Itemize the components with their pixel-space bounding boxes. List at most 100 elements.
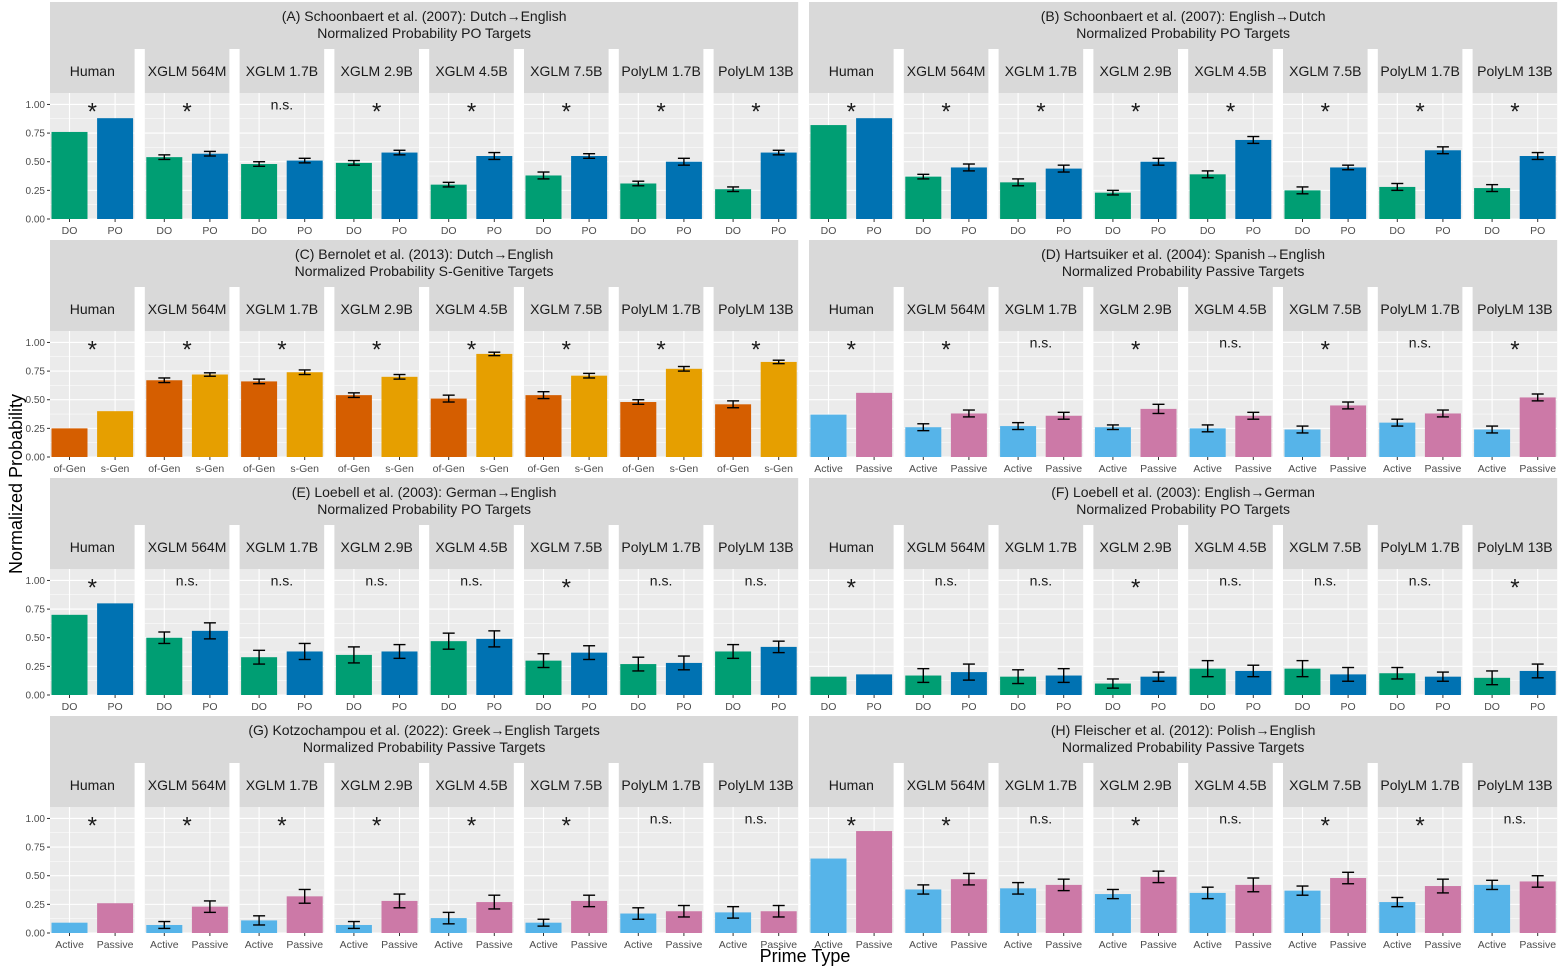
significance-label: * bbox=[941, 98, 950, 125]
bar-PO bbox=[1330, 674, 1367, 695]
facet-strip bbox=[429, 287, 514, 331]
bar-DO bbox=[525, 175, 562, 219]
facet-background bbox=[998, 569, 1084, 695]
facet-label: XGLM 564M bbox=[148, 63, 227, 79]
x-tick-label: Passive bbox=[951, 463, 988, 475]
bar-PO bbox=[191, 153, 228, 219]
facet-strip bbox=[524, 49, 609, 93]
bar-DO bbox=[1474, 188, 1511, 219]
bar-s-Gen bbox=[665, 368, 702, 457]
facet-label: XGLM 1.7B bbox=[246, 777, 318, 793]
panel-C: (C) Bernolet et al. (2013): Dutch→Englis… bbox=[26, 240, 799, 475]
x-tick-label: PO bbox=[771, 701, 786, 713]
bar-Passive bbox=[1330, 878, 1367, 933]
bar-Passive bbox=[97, 903, 134, 933]
title-strip bbox=[50, 240, 799, 287]
significance-label: * bbox=[941, 336, 950, 363]
facet-label: XGLM 4.5B bbox=[1194, 539, 1266, 555]
x-tick-label: Active bbox=[434, 939, 463, 951]
x-tick-label: Passive bbox=[951, 939, 988, 951]
facet-strip bbox=[334, 763, 419, 807]
panel-title: (C) Bernolet et al. (2013): Dutch→Englis… bbox=[295, 246, 553, 262]
x-tick-label: Active bbox=[1099, 939, 1128, 951]
facet-strip bbox=[1283, 49, 1368, 93]
x-tick-label: of-Gen bbox=[338, 463, 370, 475]
bar-of-Gen bbox=[146, 380, 183, 457]
bar-DO bbox=[241, 164, 278, 219]
bar-of-Gen bbox=[525, 395, 562, 457]
significance-label: n.s. bbox=[1409, 334, 1432, 350]
x-tick-label: PO bbox=[108, 225, 123, 237]
bar-Active bbox=[810, 858, 847, 933]
facet-label: XGLM 564M bbox=[907, 63, 986, 79]
bar-Active bbox=[1474, 429, 1511, 457]
significance-label: n.s. bbox=[1219, 334, 1242, 350]
x-tick-label: Active bbox=[1099, 463, 1128, 475]
bar-Active bbox=[1094, 427, 1131, 457]
facet: Human DO PO * bbox=[809, 49, 894, 237]
y-tick-label: 1.00 bbox=[26, 100, 46, 111]
x-tick-label: PO bbox=[1151, 701, 1166, 713]
facet: XGLM 1.7B DO PO * bbox=[998, 49, 1084, 237]
x-tick-label: of-Gen bbox=[243, 463, 275, 475]
significance-label: * bbox=[1510, 336, 1519, 363]
x-tick-label: DO bbox=[441, 701, 457, 713]
facet-label: XGLM 2.9B bbox=[1100, 301, 1172, 317]
facet-label: PolyLM 1.7B bbox=[621, 777, 700, 793]
facet-label: XGLM 4.5B bbox=[435, 777, 507, 793]
bar-Active bbox=[810, 414, 847, 457]
facet-strip bbox=[1283, 525, 1368, 569]
bar-Passive bbox=[1424, 413, 1461, 457]
bar-PO bbox=[1519, 156, 1556, 219]
significance-label: * bbox=[372, 336, 381, 363]
facet-label: XGLM 4.5B bbox=[435, 301, 507, 317]
significance-label: * bbox=[88, 336, 97, 363]
bar-PO bbox=[476, 638, 513, 695]
significance-label: * bbox=[1321, 336, 1330, 363]
x-tick-label: DO bbox=[62, 225, 78, 237]
x-tick-label: Passive bbox=[856, 939, 893, 951]
facet-label: XGLM 564M bbox=[148, 301, 227, 317]
facet-label: XGLM 7.5B bbox=[1289, 777, 1361, 793]
facet: PolyLM 13B DO PO * bbox=[713, 49, 799, 237]
x-tick-label: Passive bbox=[760, 939, 797, 951]
x-tick-label: Active bbox=[55, 939, 84, 951]
significance-label: n.s. bbox=[1504, 810, 1527, 826]
title-strip bbox=[809, 2, 1558, 49]
facet-label: XGLM 2.9B bbox=[341, 301, 413, 317]
facet-label: XGLM 1.7B bbox=[1005, 301, 1077, 317]
facet: XGLM 564M DO PO n.s. bbox=[903, 525, 989, 713]
x-tick-label: Active bbox=[1478, 463, 1507, 475]
x-tick-label: DO bbox=[251, 225, 267, 237]
bar-Passive bbox=[1140, 876, 1177, 933]
facet-strip bbox=[618, 525, 704, 569]
x-tick-label: of-Gen bbox=[148, 463, 180, 475]
x-tick-label: DO bbox=[156, 701, 172, 713]
bar-Active bbox=[1379, 422, 1416, 457]
bar-Active bbox=[1474, 884, 1511, 933]
bar-Active bbox=[1094, 894, 1131, 933]
bar-Active bbox=[51, 922, 88, 933]
significance-label: n.s. bbox=[650, 572, 673, 588]
x-tick-label: DO bbox=[1389, 701, 1405, 713]
significance-label: * bbox=[1131, 98, 1140, 125]
facet: XGLM 564M Active Passive * bbox=[903, 763, 989, 951]
facet-label: XGLM 4.5B bbox=[1194, 777, 1266, 793]
facet: XGLM 7.5B DO PO * bbox=[524, 49, 609, 237]
bar-PO bbox=[1235, 139, 1272, 219]
bar-PO bbox=[856, 118, 893, 219]
x-tick-label: Passive bbox=[192, 939, 229, 951]
bar-PO bbox=[1045, 168, 1082, 219]
significance-label: n.s. bbox=[745, 572, 768, 588]
y-tick-label: 0.25 bbox=[26, 662, 46, 673]
facet-strip bbox=[618, 763, 704, 807]
facet-label: XGLM 564M bbox=[148, 539, 227, 555]
facet-label: PolyLM 13B bbox=[1477, 63, 1552, 79]
facet: XGLM 7.5B Active Passive * bbox=[1283, 763, 1368, 951]
facet: Human of-Gen s-Gen * bbox=[50, 287, 135, 475]
bar-Active bbox=[241, 920, 278, 933]
bar-Passive bbox=[856, 392, 893, 457]
panel-title: (E) Loebell et al. (2003): German→Englis… bbox=[292, 484, 557, 500]
significance-label: n.s. bbox=[650, 810, 673, 826]
bar-Active bbox=[525, 922, 562, 933]
